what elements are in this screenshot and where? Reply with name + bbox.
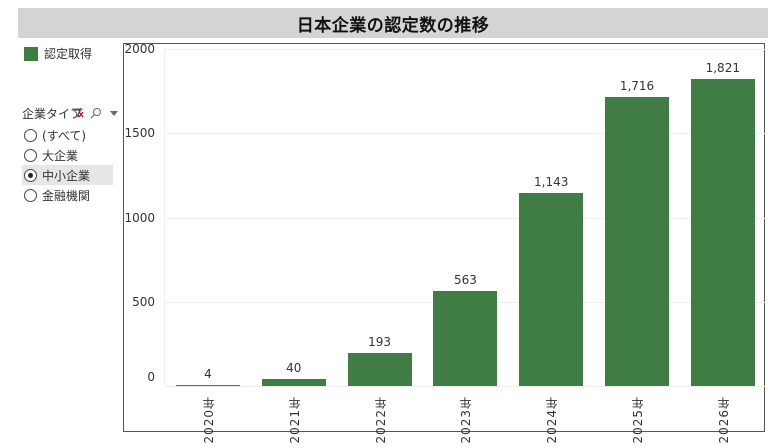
bar-value-label: 1,821	[705, 61, 740, 76]
bar-value-label: 193	[368, 335, 392, 350]
radio-unchecked-icon[interactable]	[24, 148, 37, 162]
filter-option-label: 金融機関	[42, 188, 91, 203]
dashboard-title-bar: 日本企業の認定数の推移	[18, 8, 768, 38]
bar-value-label: 563	[453, 273, 477, 288]
plot-area: 0 500 1000 1500 2000 4 2020年 40 2021年 193 2022年 563…	[124, 42, 765, 444]
dashboard-title: 日本企業の認定数の推移	[296, 15, 490, 36]
filter-radio-list: (すべて) 大企業中小企業金融機関	[22, 125, 118, 205]
filter-title: 企業タイプ	[22, 106, 83, 121]
bar-value-label: 1,143	[534, 175, 569, 190]
x-axis-tick-label: 2023年	[459, 396, 474, 444]
filter-option-label: 大企業	[42, 148, 79, 163]
bar[interactable]	[176, 385, 240, 387]
bar[interactable]	[605, 96, 669, 386]
x-axis-tick-label: 2025年	[631, 396, 645, 444]
filter-option[interactable]: 大企業	[22, 145, 118, 165]
gridline	[165, 386, 765, 387]
legend-swatch	[24, 46, 38, 61]
radio-unchecked-icon[interactable]	[24, 128, 37, 142]
bar[interactable]	[519, 193, 584, 386]
bar-value-label: 4	[204, 367, 212, 382]
x-axis-tick-label: 2022年	[373, 396, 388, 444]
bar-value-label: 1,716	[619, 78, 655, 93]
bar-value-label: 40	[286, 361, 302, 376]
x-axis-tick-label: 2024年	[545, 396, 560, 444]
radio-checked-icon[interactable]	[24, 168, 37, 182]
legend-label: 認定取得	[44, 47, 93, 61]
x-axis-tick-label: 2020年	[202, 396, 216, 444]
bar-chart: 0 500 1000 1500 2000 4 2020年 40 2021年 193 2022年 563…	[123, 42, 765, 444]
filter-clear-icon[interactable]	[72, 107, 84, 119]
filter-option[interactable]: 中小企業	[22, 165, 113, 185]
y-axis-tick-label: 1500	[124, 126, 155, 141]
bar[interactable]	[261, 379, 326, 386]
y-axis-tick-label: 1000	[124, 210, 155, 225]
bar[interactable]	[690, 79, 755, 386]
dropdown-icon[interactable]	[109, 110, 118, 116]
gridline	[165, 133, 765, 135]
bar[interactable]	[347, 353, 412, 386]
x-axis-tick-label: 2026年	[716, 396, 731, 444]
filter-option[interactable]: (すべて)	[22, 125, 118, 145]
company-type-filter: 企業タイプ (すべて) 大企業中小企業金融機関	[22, 104, 118, 205]
filter-header: 企業タイプ	[22, 104, 118, 122]
bar[interactable]	[433, 291, 498, 386]
chart-legend: 認定取得	[24, 45, 92, 62]
y-axis-tick-label: 500	[132, 294, 155, 309]
filter-option-label: 中小企業	[42, 168, 91, 183]
filter-option[interactable]: 金融機関	[22, 185, 118, 205]
search-icon[interactable]	[90, 107, 102, 119]
filter-option-label: (すべて)	[42, 128, 87, 143]
x-axis-tick-label: 2021年	[287, 396, 302, 444]
y-axis-tick-label: 2000	[124, 42, 155, 56]
gridline	[165, 217, 765, 219]
radio-unchecked-icon[interactable]	[24, 188, 37, 202]
y-axis-tick-label: 0	[147, 370, 155, 384]
gridline	[165, 49, 765, 50]
